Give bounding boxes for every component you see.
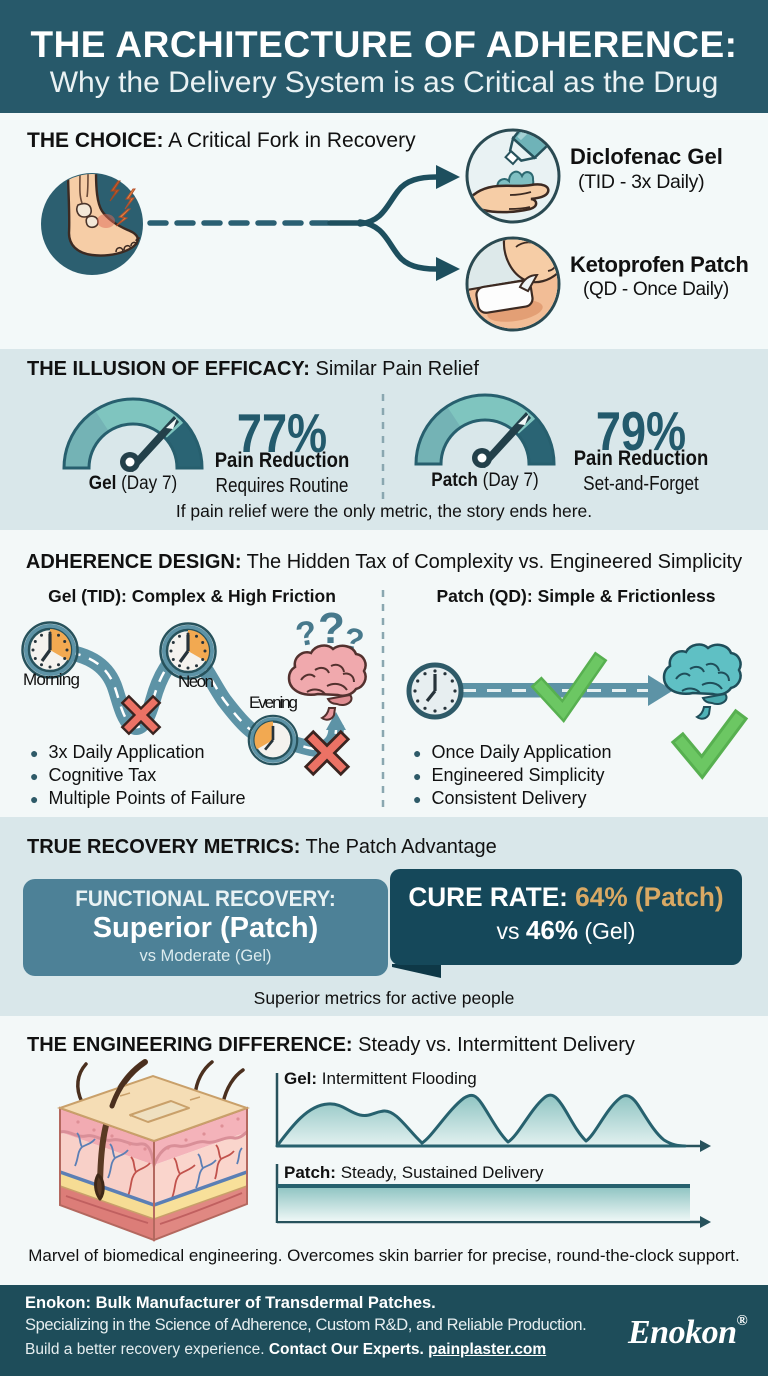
svg-text:Neon: Neon (178, 672, 214, 691)
svg-text:Morning: Morning (23, 670, 80, 689)
svg-text:Evening: Evening (249, 693, 298, 712)
